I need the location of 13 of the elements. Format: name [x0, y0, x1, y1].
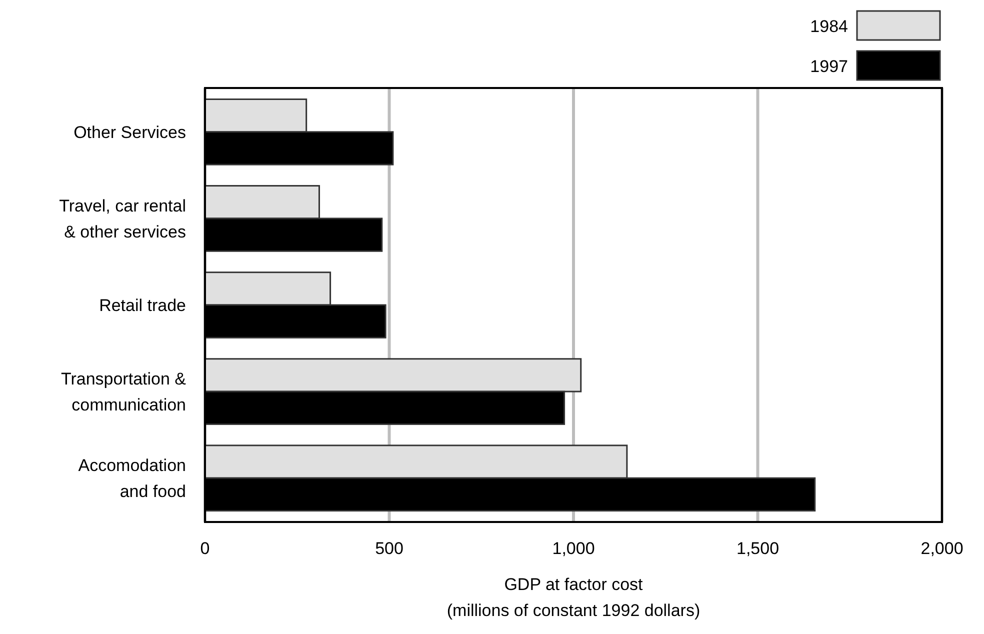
- x-tick-label: 2,000: [920, 539, 964, 558]
- y-tick-label: Travel, car rental & other services: [59, 196, 186, 242]
- x-tick-label: 1,000: [552, 539, 595, 558]
- legend-label: 1984: [810, 17, 848, 36]
- y-tick-label: Transportation & communication: [60, 370, 187, 415]
- y-tick-label: Accomodation and food: [78, 456, 186, 502]
- x-tick-label: 1,500: [736, 539, 780, 558]
- legend-label: 1997: [810, 57, 848, 76]
- x-tick-label: 0: [200, 539, 210, 558]
- x-axis-title: GDP at factor cost (millions of constant 1992 dollars): [446, 575, 700, 620]
- y-tick-label: Other Services: [74, 122, 186, 142]
- x-tick-label: 500: [375, 539, 404, 558]
- y-tick-label: Retail trade: [99, 296, 186, 315]
